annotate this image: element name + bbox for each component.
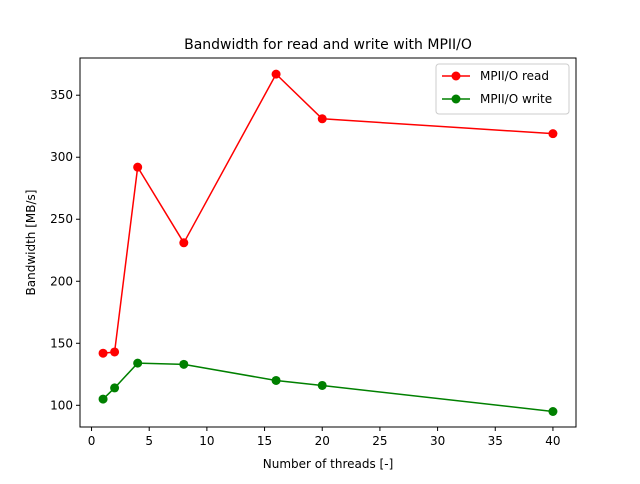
x-tick-label: 10 <box>199 434 214 448</box>
data-point-1-3 <box>179 359 189 369</box>
x-tick-label: 5 <box>145 434 153 448</box>
legend-label-write: MPII/O write <box>480 92 552 106</box>
x-tick-label: 40 <box>545 434 560 448</box>
x-axis-label: Number of threads [-] <box>263 457 394 471</box>
legend-label-read: MPII/O read <box>480 69 549 83</box>
x-tick-label: 25 <box>372 434 387 448</box>
data-point-1-5 <box>317 380 327 390</box>
legend: MPII/O read MPII/O write <box>435 63 570 115</box>
y-tick-label: 300 <box>50 150 73 164</box>
x-tick-label: 20 <box>315 434 330 448</box>
data-point-1-2 <box>133 358 143 368</box>
y-axis-label: Bandwidth [MB/s] <box>24 190 38 296</box>
legend-marker-write <box>451 94 461 104</box>
x-tick-label: 35 <box>488 434 503 448</box>
x-tick-label: 15 <box>257 434 272 448</box>
data-point-0-0 <box>98 348 108 358</box>
data-point-0-2 <box>133 162 143 172</box>
data-point-0-5 <box>317 114 327 124</box>
series-line-0 <box>102 73 553 354</box>
data-point-1-6 <box>548 407 558 416</box>
x-tick-label: 30 <box>430 434 445 448</box>
data-point-1-4 <box>271 375 281 385</box>
y-tick-label: 250 <box>50 212 73 226</box>
plot-frame <box>79 57 577 428</box>
series-line-1 <box>102 362 554 413</box>
y-ticks: 100 150 200 250 300 350 <box>50 88 80 412</box>
data-point-0-1 <box>110 347 120 357</box>
chart-title: Bandwidth for read and write with MPII/O <box>184 37 472 53</box>
data-point-1-1 <box>110 383 120 393</box>
x-ticks: 0 5 10 15 20 25 30 35 40 <box>88 427 561 448</box>
x-tick-label: 0 <box>88 434 96 448</box>
data-point-0-4 <box>271 69 281 79</box>
data-point-0-3 <box>179 238 189 248</box>
y-tick-label: 200 <box>50 274 73 288</box>
y-tick-label: 150 <box>50 336 73 350</box>
series-layer <box>98 69 558 416</box>
data-point-1-0 <box>98 394 108 404</box>
legend-marker-read <box>451 71 461 81</box>
y-tick-label: 350 <box>50 88 73 102</box>
data-point-0-6 <box>548 129 558 139</box>
y-tick-label: 100 <box>50 398 73 412</box>
